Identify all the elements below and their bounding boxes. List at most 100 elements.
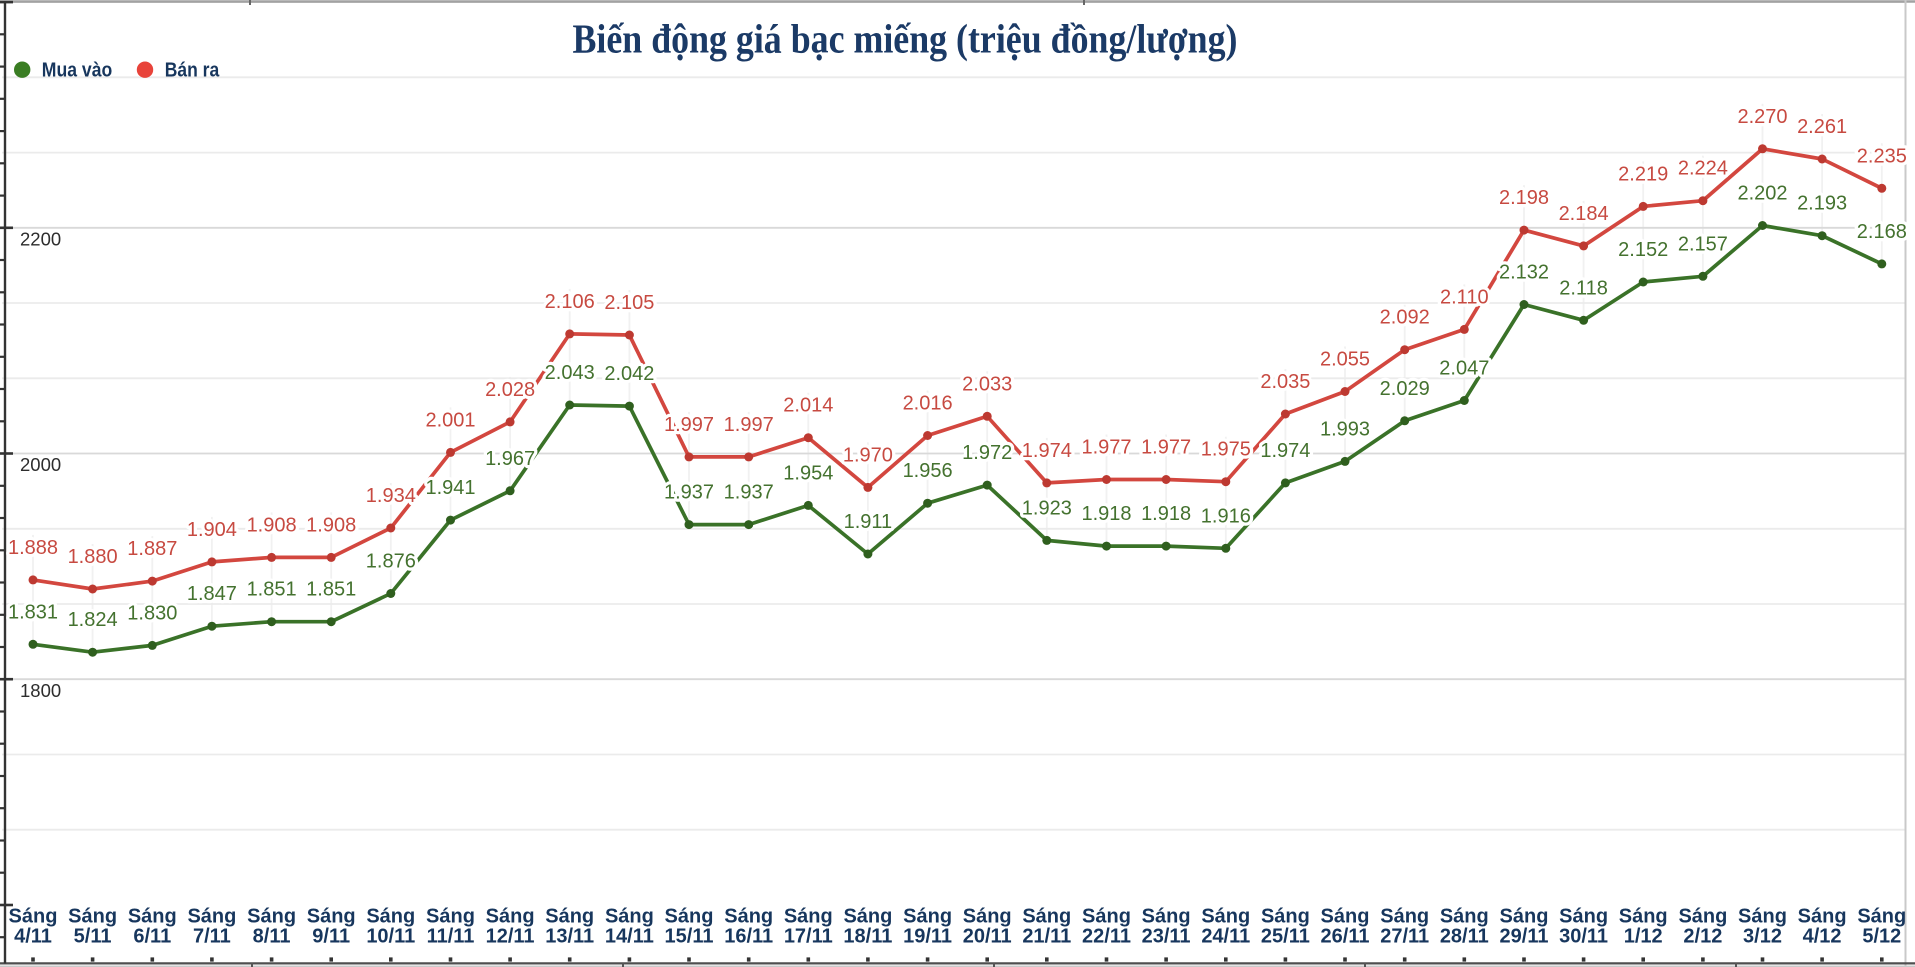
- svg-text:Sáng: Sáng: [247, 905, 296, 927]
- svg-text:Sáng: Sáng: [903, 905, 952, 927]
- svg-text:Sáng: Sáng: [1500, 905, 1549, 927]
- svg-text:1.934: 1.934: [366, 485, 416, 507]
- svg-text:1.954: 1.954: [783, 462, 833, 484]
- svg-text:2.028: 2.028: [485, 379, 535, 401]
- svg-text:2.184: 2.184: [1559, 203, 1609, 225]
- svg-text:Sáng: Sáng: [1798, 905, 1847, 927]
- svg-text:2.219: 2.219: [1618, 163, 1668, 185]
- svg-text:Sáng: Sáng: [128, 905, 177, 927]
- svg-text:1.830: 1.830: [127, 602, 177, 624]
- svg-text:1.851: 1.851: [247, 579, 297, 601]
- svg-text:Sáng: Sáng: [545, 905, 594, 927]
- svg-text:25/11: 25/11: [1261, 926, 1310, 948]
- svg-text:2.043: 2.043: [545, 362, 595, 384]
- svg-text:2.042: 2.042: [604, 363, 654, 385]
- svg-text:2.193: 2.193: [1797, 193, 1847, 215]
- svg-text:2.157: 2.157: [1678, 233, 1728, 255]
- svg-text:1.975: 1.975: [1201, 439, 1251, 461]
- svg-text:1.997: 1.997: [664, 414, 714, 436]
- svg-text:2.152: 2.152: [1618, 239, 1668, 261]
- svg-text:1.972: 1.972: [962, 442, 1012, 464]
- svg-text:2.105: 2.105: [604, 292, 654, 314]
- svg-text:Sáng: Sáng: [784, 905, 833, 927]
- svg-text:13/11: 13/11: [545, 926, 594, 948]
- svg-text:2/12: 2/12: [1683, 926, 1722, 948]
- svg-text:2.055: 2.055: [1320, 349, 1370, 371]
- svg-text:1.876: 1.876: [366, 551, 416, 573]
- svg-text:1.908: 1.908: [247, 514, 297, 536]
- svg-text:28/11: 28/11: [1440, 926, 1489, 948]
- svg-text:1.847: 1.847: [187, 583, 237, 605]
- svg-text:Sáng: Sáng: [1201, 905, 1250, 927]
- svg-text:16/11: 16/11: [724, 926, 773, 948]
- svg-text:1.937: 1.937: [724, 482, 774, 504]
- svg-text:17/11: 17/11: [784, 926, 833, 948]
- svg-text:1.831: 1.831: [8, 601, 58, 623]
- svg-text:26/11: 26/11: [1321, 926, 1370, 948]
- svg-text:1.918: 1.918: [1141, 503, 1191, 525]
- svg-text:Sáng: Sáng: [1022, 905, 1071, 927]
- svg-text:10/11: 10/11: [366, 926, 415, 948]
- svg-text:2000: 2000: [20, 454, 61, 475]
- svg-text:1.851: 1.851: [306, 579, 356, 601]
- svg-text:Bán ra: Bán ra: [165, 60, 220, 82]
- svg-text:2.110: 2.110: [1440, 286, 1489, 308]
- svg-text:5/12: 5/12: [1862, 926, 1901, 948]
- svg-text:12/11: 12/11: [486, 926, 535, 948]
- svg-text:Sáng: Sáng: [843, 905, 892, 927]
- svg-text:Sáng: Sáng: [605, 905, 654, 927]
- svg-text:7/11: 7/11: [193, 926, 231, 948]
- svg-text:Sáng: Sáng: [307, 905, 356, 927]
- svg-text:11/11: 11/11: [427, 926, 475, 948]
- svg-text:2.118: 2.118: [1559, 277, 1608, 299]
- svg-text:Sáng: Sáng: [486, 905, 535, 927]
- svg-text:Sáng: Sáng: [963, 905, 1012, 927]
- svg-text:1.974: 1.974: [1022, 440, 1072, 462]
- svg-text:8/11: 8/11: [253, 926, 291, 948]
- svg-text:2.033: 2.033: [962, 373, 1012, 395]
- svg-text:1.916: 1.916: [1201, 505, 1251, 527]
- svg-text:1/12: 1/12: [1624, 926, 1663, 948]
- svg-text:2.029: 2.029: [1380, 378, 1430, 400]
- svg-text:Sáng: Sáng: [9, 905, 58, 927]
- svg-text:2.198: 2.198: [1499, 187, 1549, 209]
- svg-text:2.224: 2.224: [1678, 158, 1728, 180]
- svg-text:14/11: 14/11: [605, 926, 654, 948]
- svg-text:Sáng: Sáng: [1440, 905, 1489, 927]
- svg-text:1.880: 1.880: [68, 546, 118, 568]
- svg-text:1.941: 1.941: [425, 477, 475, 499]
- svg-text:1.974: 1.974: [1260, 440, 1310, 462]
- svg-text:18/11: 18/11: [843, 926, 892, 948]
- svg-text:1.923: 1.923: [1022, 497, 1072, 519]
- svg-text:24/11: 24/11: [1201, 926, 1250, 948]
- svg-text:15/11: 15/11: [665, 926, 714, 948]
- svg-text:Sáng: Sáng: [1738, 905, 1787, 927]
- svg-text:1.977: 1.977: [1081, 437, 1131, 459]
- svg-text:Sáng: Sáng: [1082, 905, 1131, 927]
- svg-text:Sáng: Sáng: [426, 905, 475, 927]
- svg-text:1.908: 1.908: [306, 514, 356, 536]
- svg-text:2.001: 2.001: [425, 409, 475, 431]
- svg-text:1.918: 1.918: [1081, 503, 1131, 525]
- svg-text:Sáng: Sáng: [724, 905, 773, 927]
- svg-text:2.235: 2.235: [1857, 145, 1907, 167]
- svg-text:Mua vào: Mua vào: [42, 60, 113, 82]
- svg-text:30/11: 30/11: [1559, 926, 1608, 948]
- svg-text:Sáng: Sáng: [187, 905, 236, 927]
- svg-text:20/11: 20/11: [963, 926, 1012, 948]
- svg-text:1.967: 1.967: [485, 448, 535, 470]
- svg-text:Sáng: Sáng: [1380, 905, 1429, 927]
- svg-text:4/12: 4/12: [1803, 926, 1842, 948]
- svg-text:Sáng: Sáng: [1261, 905, 1310, 927]
- svg-text:1.904: 1.904: [187, 519, 237, 541]
- svg-text:9/11: 9/11: [312, 926, 350, 948]
- svg-text:23/11: 23/11: [1142, 926, 1191, 948]
- svg-text:2.168: 2.168: [1857, 221, 1907, 243]
- svg-text:1.956: 1.956: [903, 460, 953, 482]
- svg-text:Sáng: Sáng: [665, 905, 714, 927]
- svg-text:6/11: 6/11: [133, 926, 171, 948]
- svg-text:Sáng: Sáng: [1857, 905, 1906, 927]
- svg-text:Sáng: Sáng: [68, 905, 117, 927]
- svg-text:29/11: 29/11: [1500, 926, 1549, 948]
- svg-text:2.047: 2.047: [1439, 358, 1489, 380]
